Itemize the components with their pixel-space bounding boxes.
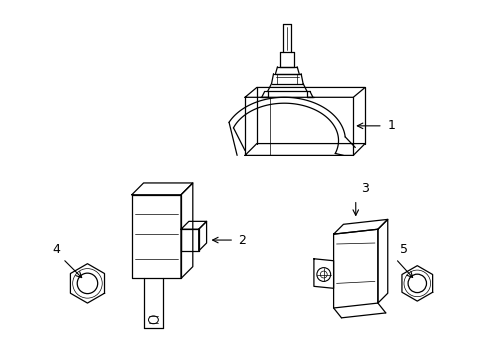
Text: 3: 3 — [360, 182, 368, 195]
Text: 1: 1 — [387, 120, 395, 132]
Text: 5: 5 — [399, 243, 407, 256]
Text: 4: 4 — [52, 243, 60, 256]
Text: 2: 2 — [238, 234, 245, 247]
